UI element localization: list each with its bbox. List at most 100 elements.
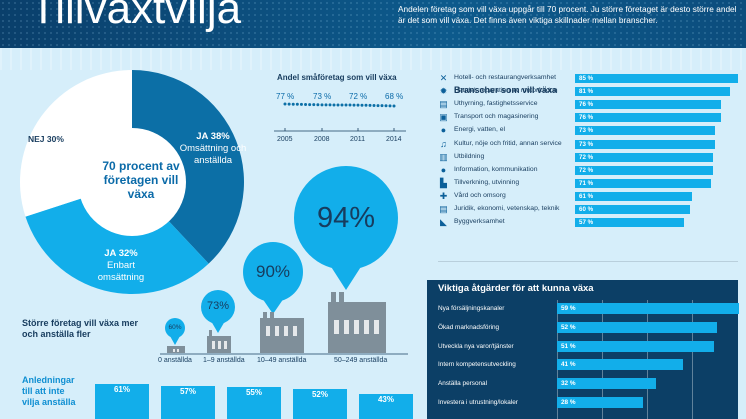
sector-bar: 73 % — [575, 139, 715, 149]
factory-1-9-anstallda — [207, 330, 231, 353]
reason-pct: 57% — [179, 387, 196, 397]
trend-dot — [340, 103, 344, 107]
sector-pct: 73 % — [579, 140, 594, 148]
reason-pct: 55% — [245, 388, 262, 398]
reasons-title: Anledningar till att inte vilja anställa — [22, 375, 76, 407]
bubble-pct-10-49: 90% — [255, 262, 291, 281]
bubble-pct-50-249: 94% — [316, 202, 376, 234]
sector-row: ✕ Hotell- och restaurangverksamhet 85 % — [438, 73, 738, 84]
trend-dot — [283, 102, 287, 106]
sectors-title: Branscher som vill växa — [454, 85, 558, 95]
sector-label: Transport och magasinering — [454, 113, 539, 121]
trend-dot — [328, 103, 332, 107]
measure-row: Utveckla nya varor/tjänster 51 % — [427, 340, 738, 353]
trend-dot — [304, 102, 308, 106]
trend-value-2011: 72 % — [349, 92, 368, 101]
reason-bar: 61% — [95, 384, 149, 419]
trend-dot — [291, 102, 295, 106]
trend-dot — [308, 103, 312, 107]
sector-label: Vård och omsorg — [454, 191, 506, 199]
header: Tillväxtvilja Andelen företag som vill v… — [0, 0, 746, 48]
sector-row: ◣ Byggverksamhet 57 % — [438, 217, 738, 228]
building-icon: ▥ — [439, 151, 448, 162]
document-icon: ▤ — [439, 204, 448, 214]
pie-slice — [25, 182, 209, 294]
sector-pct: 85 % — [579, 75, 594, 82]
trend-dot — [336, 103, 340, 107]
measure-pct: 41 % — [561, 361, 576, 369]
reason-bar: 57% — [161, 386, 215, 419]
sector-bar: 81 % — [575, 87, 731, 97]
trend-dot — [316, 103, 320, 107]
trend-dot — [295, 102, 299, 106]
sector-bar: 72 % — [575, 165, 714, 175]
sector-bar: 60 % — [575, 205, 691, 214]
measure-row: Anställa personal 32 % — [427, 377, 738, 390]
sector-pct: 57 % — [579, 219, 594, 227]
trend-title: Andel småföretag som vill växa — [277, 73, 397, 82]
sector-bar: 73 % — [575, 126, 715, 136]
reason-pct: 43% — [377, 394, 394, 404]
sector-pct: 72 % — [579, 166, 594, 174]
pie-center-circle — [78, 128, 186, 236]
sector-row: ✹ Handel, reparation av motorfordon 81 % — [438, 86, 738, 97]
sector-bar: 76 % — [575, 100, 721, 110]
measure-bar: 59 % — [557, 303, 739, 314]
measure-label: Intern kompetensutveckling — [438, 361, 516, 369]
trend-dot — [332, 103, 336, 107]
sector-row: ✚ Vård och omsorg 61 % — [438, 191, 738, 202]
sector-pct: 76 % — [579, 114, 594, 122]
lead-text: Andelen företag som vill växa uppgår til… — [398, 4, 737, 25]
trend-year-2008: 2008 — [314, 136, 330, 143]
sector-label: Juridik, ekonomi, vetenskap, teknik — [454, 205, 560, 212]
cutlery-icon: ✕ — [439, 73, 448, 83]
sector-label: Uthyrning, fastighetsservice — [454, 100, 538, 108]
truck-icon: ▤ — [439, 99, 448, 110]
sector-row: ♫ Kultur, nöje och fritid, annan service 7… — [438, 139, 738, 150]
trend-year-2005: 2005 — [277, 136, 293, 143]
measure-label: Nya försäljningskanaler — [438, 305, 505, 312]
trend-dot — [364, 103, 368, 107]
bubble-pct-1-9: 73% — [206, 300, 230, 312]
page-title: Tillväxtvilja — [30, 0, 242, 33]
measure-bar: 52 % — [557, 321, 718, 333]
sector-pct: 60 % — [579, 206, 594, 213]
sector-pct: 73 % — [579, 127, 594, 135]
trend-dot — [376, 104, 380, 108]
measure-label: Ökad marknadsföring — [438, 323, 500, 331]
sector-row: ● Energi, vatten, el 73 % — [438, 125, 738, 136]
trend-dot — [360, 103, 364, 107]
measure-pct: 51 % — [561, 342, 576, 350]
trend-dot — [384, 104, 388, 108]
sector-bar: 57 % — [575, 218, 685, 228]
measure-pct: 32 % — [561, 380, 576, 388]
sector-label: Energi, vatten, el — [454, 126, 506, 134]
factory-0-anstallda — [167, 346, 185, 353]
trend-dot — [368, 103, 372, 107]
measures-title: Viktiga åtgärder för att kunna växa — [438, 283, 594, 294]
measure-pct: 59 % — [561, 305, 576, 312]
trend-value-2014: 68 % — [385, 92, 404, 101]
sector-pct: 71 % — [579, 179, 594, 187]
trend-dot — [372, 103, 376, 107]
size-label-50-249: 50–249 anställda — [334, 357, 388, 364]
size-label-10-49: 10–49 anställda — [257, 357, 307, 364]
sector-label: Utbildning — [454, 152, 485, 160]
cross-icon: ✚ — [439, 190, 448, 201]
factory-icon: ▙ — [440, 177, 447, 188]
trend-dot — [320, 103, 324, 107]
sector-bar: 72 % — [575, 152, 714, 162]
bubble-pct-0: 60% — [168, 324, 182, 331]
sector-row: ▙ Tillverkning, utvinning 71 % — [438, 178, 738, 189]
decorative-band — [0, 48, 746, 70]
measure-row: Intern kompetensutveckling 41 % — [427, 358, 738, 371]
sector-bar: 76 % — [575, 113, 721, 123]
sector-label: Kultur, nöje och fritid, annan service — [454, 139, 562, 147]
sector-bar: 71 % — [575, 178, 712, 188]
trend-year-2011: 2011 — [350, 136, 366, 143]
trend-dot — [299, 102, 303, 106]
trend-dot — [344, 103, 348, 107]
reason-pct: 61% — [113, 385, 130, 394]
size-label-0: 0 anställda — [158, 357, 192, 364]
sector-pct: 76 % — [579, 101, 594, 109]
